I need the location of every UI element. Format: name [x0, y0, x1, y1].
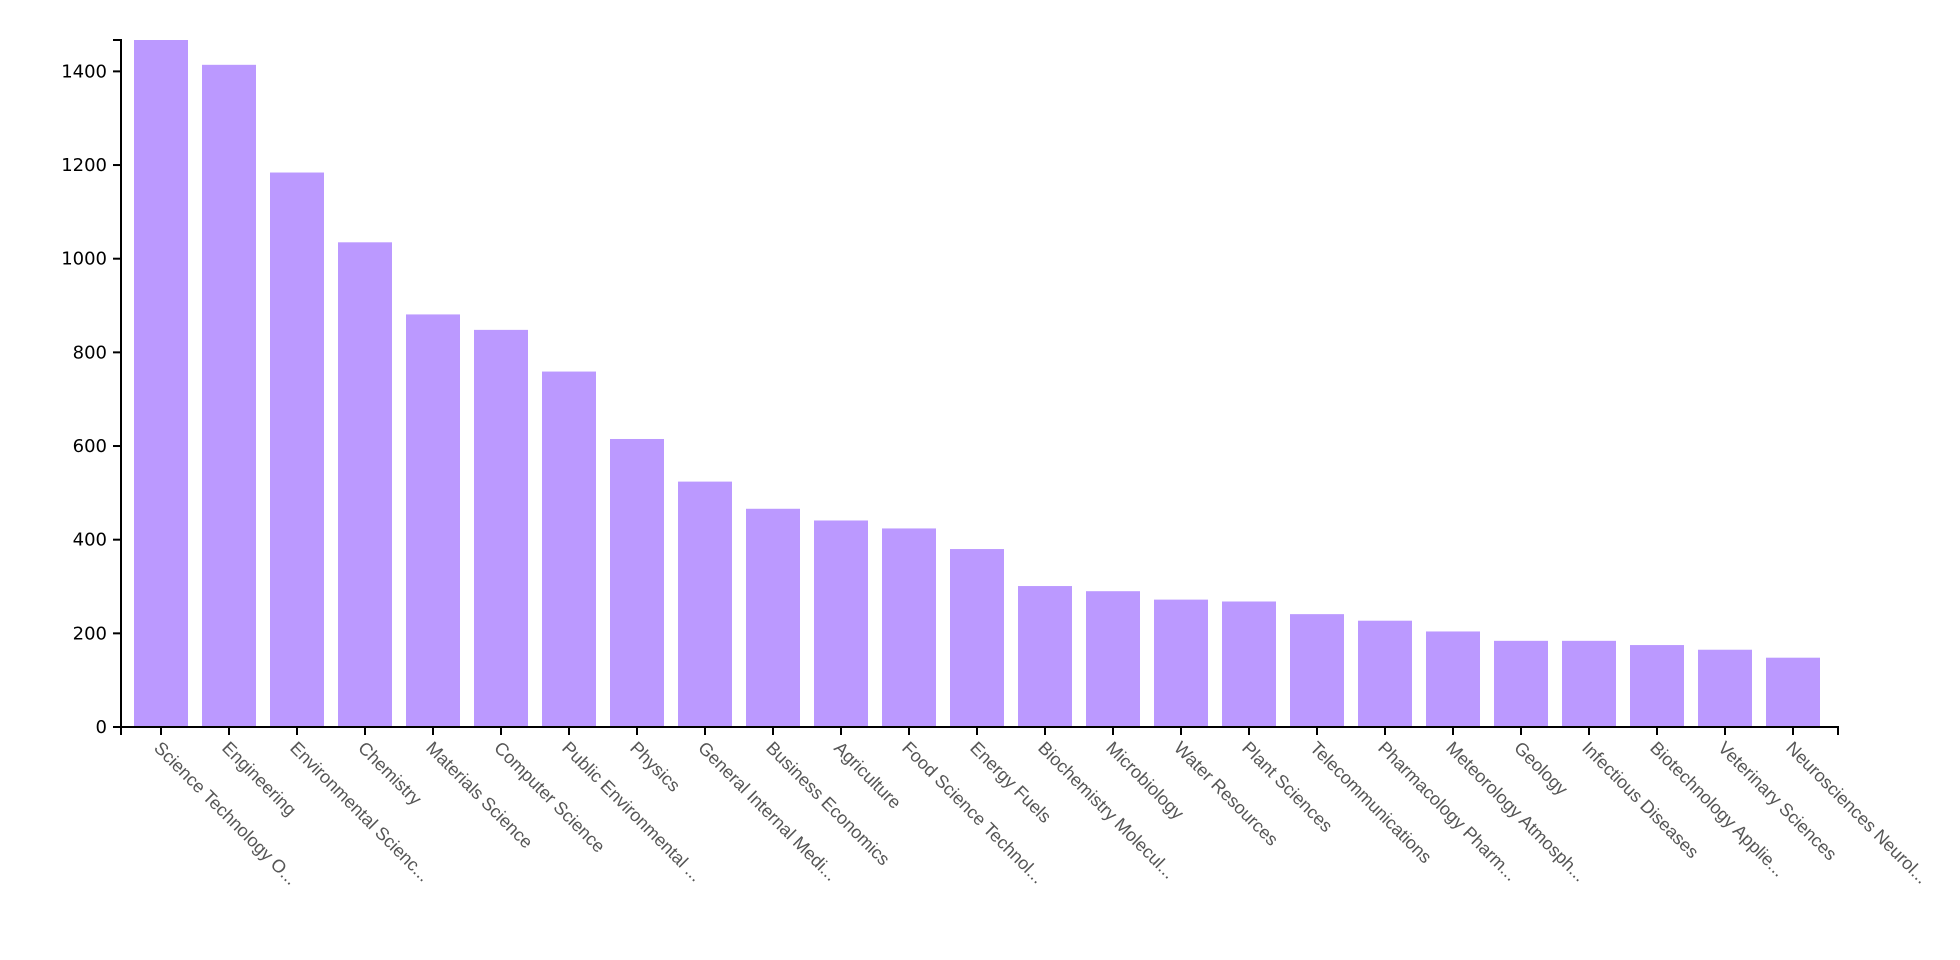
x-category-label-11: Food Science Technol...	[898, 738, 1048, 888]
bar-22	[1630, 645, 1684, 727]
bar-13	[1018, 586, 1072, 727]
y-tick-label-4: 800	[73, 342, 107, 363]
x-category-label-3: Chemistry	[354, 738, 425, 809]
bar-8	[678, 481, 732, 727]
y-tick-label-7: 1400	[61, 61, 107, 82]
x-axis-line	[120, 726, 1839, 735]
bar-6	[542, 371, 596, 727]
bar-14	[1086, 591, 1140, 727]
x-category-label-8: General Internal Medi...	[694, 738, 841, 885]
x-category-label-0: Science Technology O...	[150, 738, 301, 889]
y-tick-label-6: 1200	[61, 155, 107, 176]
bars-group	[134, 40, 1820, 727]
y-tick-label-5: 1000	[61, 249, 107, 270]
x-category-label-2: Environmental Scienc...	[286, 738, 434, 886]
y-tick-label-3: 600	[73, 436, 107, 457]
x-category-label-21: Infectious Diseases	[1578, 738, 1703, 863]
bar-11	[882, 528, 936, 727]
x-category-label-23: Veterinary Sciences	[1714, 738, 1841, 865]
y-tick-label-2: 400	[73, 530, 107, 551]
bar-17	[1290, 614, 1344, 727]
bar-24	[1766, 657, 1820, 727]
x-category-label-20: Geology	[1510, 738, 1572, 800]
bar-7	[610, 438, 664, 727]
x-category-label-18: Pharmacology Pharm...	[1374, 738, 1521, 885]
bar-19	[1426, 631, 1480, 727]
bar-23	[1698, 649, 1752, 727]
y-axis: 0 200 400 600 800 1000 1200 1400	[61, 39, 122, 738]
y-tick-label-1: 200	[73, 623, 107, 644]
bar-18	[1358, 620, 1412, 727]
bar-15	[1154, 599, 1208, 727]
bar-9	[746, 508, 800, 727]
x-axis: Science Technology O...EngineeringEnviro…	[120, 726, 1932, 889]
bar-12	[950, 549, 1004, 727]
bar-5	[474, 329, 528, 727]
bar-2	[270, 172, 324, 727]
bar-10	[814, 520, 868, 727]
y-tick-label-0: 0	[96, 717, 107, 738]
x-category-label-6: Public Environmental ...	[558, 738, 706, 886]
x-category-label-9: Business Economics	[762, 738, 894, 870]
bar-1	[202, 64, 256, 727]
bar-0	[134, 40, 188, 727]
bar-20	[1494, 640, 1548, 727]
bar-21	[1562, 640, 1616, 727]
x-category-label-22: Biotechnology Applie...	[1646, 738, 1789, 881]
x-category-label-17: Telecommunications	[1306, 738, 1435, 867]
y-axis-line	[113, 39, 122, 728]
x-category-label-7: Physics	[626, 738, 684, 796]
bar-16	[1222, 601, 1276, 727]
bar-3	[338, 242, 392, 727]
x-category-label-13: Biochemistry Molecul...	[1034, 738, 1179, 883]
x-category-label-19: Meteorology Atmosph...	[1442, 738, 1590, 886]
bar-4	[406, 314, 460, 727]
